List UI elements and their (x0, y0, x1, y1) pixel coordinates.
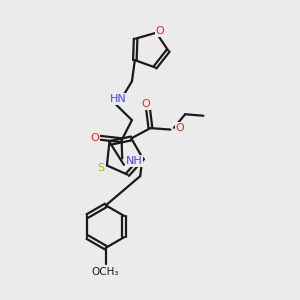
Text: NH: NH (126, 156, 142, 167)
Text: S: S (98, 164, 105, 173)
Text: O: O (176, 123, 184, 133)
Text: OCH₃: OCH₃ (92, 267, 119, 277)
Text: O: O (141, 99, 150, 109)
Text: HN: HN (110, 94, 127, 104)
Text: O: O (91, 133, 100, 143)
Text: O: O (155, 26, 164, 36)
